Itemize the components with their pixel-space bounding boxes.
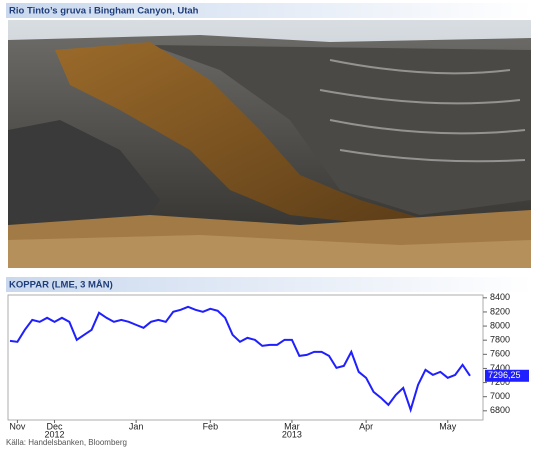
photo-header-bar [6,3,533,18]
plot-frame [7,294,484,421]
x-year-label: 2012 [45,429,65,439]
x-tick-label: Dec [47,421,64,431]
last-value-box [485,369,529,382]
photo-title: Rio Tinto’s gruva i Bingham Canyon, Utah [9,6,199,17]
x-tick-label: Apr [359,421,373,431]
y-tick-label: 8000 [490,320,510,330]
y-tick-label: 7400 [490,363,510,373]
chart-header-bar [6,277,533,292]
source-note: Källa: Handelsbanken, Bloomberg [6,438,127,447]
last-value-label: 7296,25 [488,370,521,380]
x-tick-label: May [439,421,457,431]
y-tick-label: 7600 [490,349,510,359]
y-tick-label: 7000 [490,391,510,401]
price-line [9,305,471,414]
y-tick-label: 6800 [490,405,510,415]
y-tick-label: 8200 [490,306,510,316]
x-year-label: 2013 [282,429,302,439]
chart-title: KOPPAR (LME, 3 MÅN) [9,280,113,291]
x-tick-label: Jan [129,421,144,431]
y-tick-label: 7800 [490,335,510,345]
y-tick-label: 7200 [490,377,510,387]
x-tick-label: Mar [284,421,300,431]
photo [8,20,531,268]
x-tick-label: Nov [9,421,26,431]
x-tick-label: Feb [203,421,219,431]
y-tick-label: 8400 [490,292,510,302]
